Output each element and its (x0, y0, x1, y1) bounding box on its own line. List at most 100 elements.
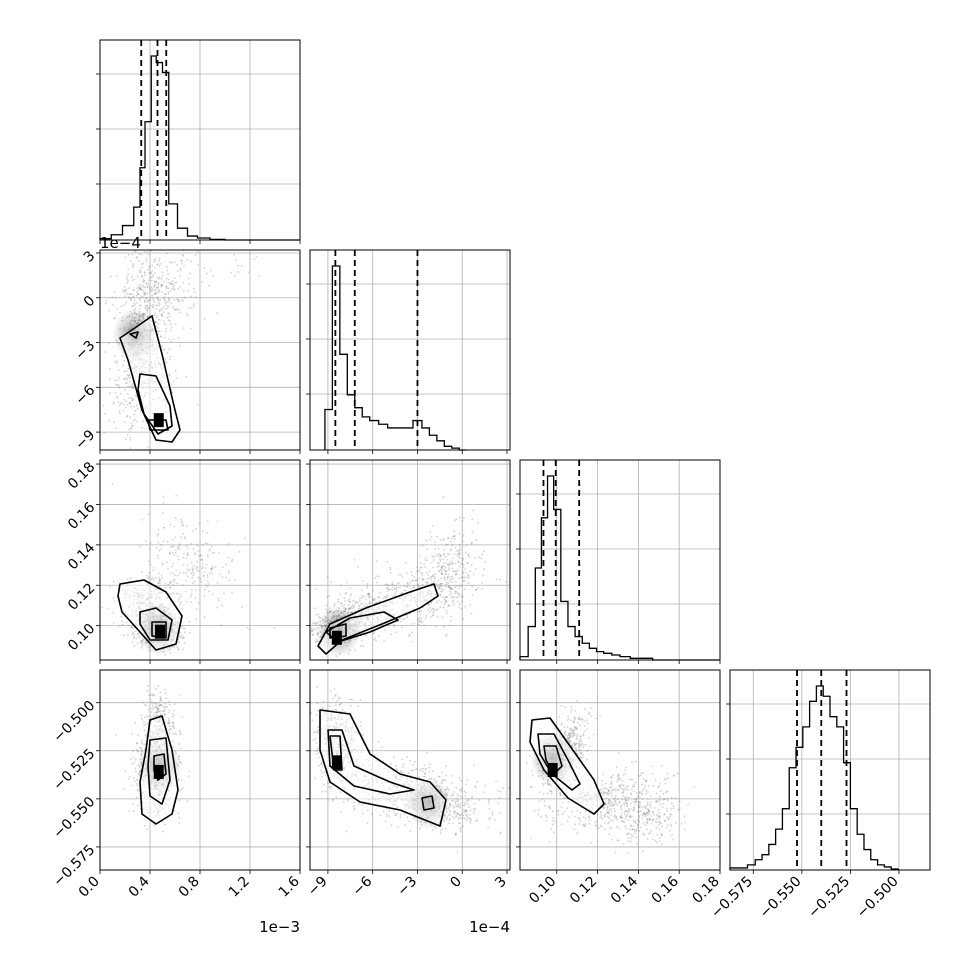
sample-point (374, 637, 377, 640)
sample-point (177, 647, 180, 649)
sample-point (149, 276, 152, 279)
sample-point (386, 594, 389, 597)
sample-point (168, 338, 171, 340)
sample-point (442, 553, 445, 556)
sample-point (447, 605, 450, 608)
sample-point (155, 280, 158, 283)
sample-point (185, 571, 187, 574)
sample-point (156, 263, 158, 266)
sample-point (124, 382, 127, 385)
sample-point (400, 592, 403, 595)
sample-point (314, 737, 317, 740)
sample-point (156, 702, 159, 705)
sample-point (135, 256, 138, 258)
sample-point (445, 570, 448, 573)
sample-point (141, 286, 144, 288)
sample-point (466, 779, 469, 781)
sample-point (167, 305, 170, 308)
sample-point (425, 571, 428, 574)
sample-point (161, 271, 164, 274)
sample-point (246, 626, 249, 629)
sample-point (449, 541, 452, 543)
sample-point (452, 530, 455, 533)
sample-point (171, 565, 174, 568)
sample-point (124, 770, 127, 772)
sample-point (146, 286, 149, 288)
sample-point (177, 287, 180, 290)
sample-point (357, 802, 360, 805)
sample-point (161, 274, 164, 277)
sample-point (172, 584, 175, 587)
sample-point (125, 376, 128, 379)
sample-point (459, 548, 462, 551)
sample-point (166, 540, 169, 543)
sample-point (179, 731, 182, 734)
sample-point (273, 627, 276, 629)
sample-point (463, 801, 466, 803)
sample-point (120, 615, 123, 618)
sample-point (178, 799, 181, 802)
sample-point (169, 582, 172, 585)
sample-point (123, 370, 126, 373)
sample-point (216, 606, 218, 609)
sample-point (126, 374, 129, 376)
sample-point (391, 581, 394, 584)
sample-point (170, 593, 173, 596)
sample-point (210, 568, 213, 571)
sample-point (436, 535, 438, 538)
sample-point (176, 298, 179, 301)
sample-point (136, 290, 139, 293)
sample-point (484, 784, 487, 787)
sample-point (148, 298, 151, 301)
sample-point (165, 265, 168, 268)
sample-point (373, 638, 376, 641)
sample-point (148, 513, 151, 516)
sample-point (140, 570, 143, 573)
sample-point (165, 301, 168, 304)
sample-point (195, 543, 198, 546)
sample-point (418, 569, 421, 571)
sample-point (141, 284, 144, 287)
sample-point (455, 786, 458, 789)
sample-point (135, 404, 138, 407)
sample-point (151, 306, 154, 308)
sample-point (172, 722, 175, 725)
sample-point (180, 520, 183, 523)
sample-point (144, 292, 147, 295)
sample-point (310, 629, 313, 632)
sample-point (158, 265, 161, 267)
sample-point (438, 775, 441, 778)
sample-point (491, 813, 494, 816)
sample-point (165, 323, 167, 326)
sample-point (432, 566, 434, 569)
sample-point (165, 304, 168, 307)
sample-point (173, 578, 176, 581)
sample-point (439, 559, 442, 562)
sample-point (145, 283, 148, 286)
sample-point (399, 586, 401, 589)
sample-point (445, 765, 448, 768)
sample-point (442, 588, 445, 591)
sample-point (164, 361, 167, 364)
sample-point (112, 597, 115, 600)
sample-point (453, 553, 456, 556)
sample-point (164, 582, 167, 585)
sample-point (134, 722, 137, 724)
sample-point (128, 287, 130, 290)
sample-point (428, 570, 431, 573)
sample-point (152, 275, 155, 278)
sample-point (124, 290, 127, 293)
sample-point (140, 717, 143, 720)
sample-point (349, 607, 352, 610)
sample-point (202, 544, 204, 546)
sample-point (440, 588, 443, 590)
sample-point (211, 567, 214, 570)
sample-point (457, 817, 460, 820)
sample-point (179, 593, 182, 596)
sample-point (443, 625, 446, 628)
sample-point (168, 704, 171, 706)
sample-point (234, 579, 237, 582)
sample-point (377, 740, 380, 743)
sample-point (160, 312, 163, 315)
sample-point (147, 577, 149, 580)
